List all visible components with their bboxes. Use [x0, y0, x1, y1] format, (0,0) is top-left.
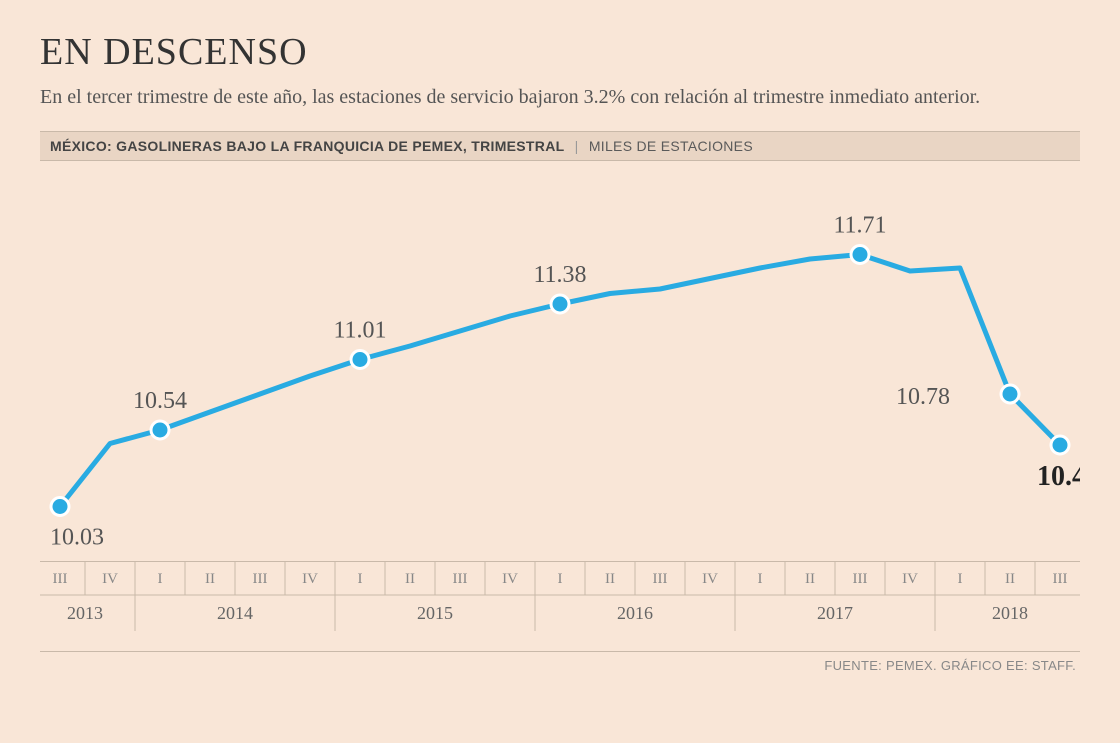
svg-text:2018: 2018: [992, 603, 1028, 623]
legend-bold: MÉXICO: GASOLINERAS BAJO LA FRANQUICIA D…: [50, 138, 564, 154]
svg-text:I: I: [958, 571, 963, 587]
chart-area: 10.0310.5411.0111.3811.7110.7810.44 IIII…: [40, 171, 1080, 641]
chart-container: EN DESCENSO En el tercer trimestre de es…: [0, 0, 1120, 743]
svg-text:2013: 2013: [67, 603, 103, 623]
svg-text:II: II: [1005, 571, 1015, 587]
legend-bar: MÉXICO: GASOLINERAS BAJO LA FRANQUICIA D…: [40, 131, 1080, 161]
svg-text:IV: IV: [902, 571, 918, 587]
x-axis: IIIIVIIIIIIIVIIIIIIIVIIIIIIIVIIIIIIIVIII…: [40, 561, 1080, 641]
svg-text:10.54: 10.54: [133, 388, 187, 414]
svg-text:III: III: [853, 571, 868, 587]
svg-text:III: III: [253, 571, 268, 587]
svg-text:II: II: [405, 571, 415, 587]
svg-text:10.44: 10.44: [1037, 461, 1080, 492]
svg-text:11.01: 11.01: [333, 318, 386, 344]
svg-text:I: I: [358, 571, 363, 587]
svg-text:11.71: 11.71: [833, 213, 886, 239]
svg-text:IV: IV: [102, 571, 118, 587]
svg-text:10.78: 10.78: [896, 384, 950, 410]
source-line: FUENTE: PEMEX. GRÁFICO EE: STAFF.: [40, 651, 1080, 673]
svg-text:10.03: 10.03: [50, 525, 104, 551]
svg-text:IV: IV: [502, 571, 518, 587]
svg-text:II: II: [605, 571, 615, 587]
svg-text:2017: 2017: [817, 603, 853, 623]
svg-text:11.38: 11.38: [533, 262, 586, 288]
chart-subtitle: En el tercer trimestre de este año, las …: [40, 84, 1040, 111]
svg-text:IV: IV: [302, 571, 318, 587]
svg-text:2015: 2015: [417, 603, 453, 623]
svg-text:II: II: [805, 571, 815, 587]
svg-text:III: III: [653, 571, 668, 587]
svg-text:2016: 2016: [617, 603, 653, 623]
svg-text:III: III: [53, 571, 68, 587]
svg-text:III: III: [453, 571, 468, 587]
line-chart: 10.03 10.54 11.01 11.38 11.71 10.78 10.44: [40, 171, 1080, 561]
svg-text:IV: IV: [702, 571, 718, 587]
svg-text:I: I: [158, 571, 163, 587]
legend-separator: |: [575, 138, 579, 154]
svg-text:I: I: [758, 571, 763, 587]
page-title: EN DESCENSO: [40, 30, 1080, 74]
svg-text:III: III: [1053, 571, 1068, 587]
svg-text:II: II: [205, 571, 215, 587]
svg-text:I: I: [558, 571, 563, 587]
legend-light: MILES DE ESTACIONES: [589, 138, 753, 154]
svg-text:2014: 2014: [217, 603, 253, 623]
